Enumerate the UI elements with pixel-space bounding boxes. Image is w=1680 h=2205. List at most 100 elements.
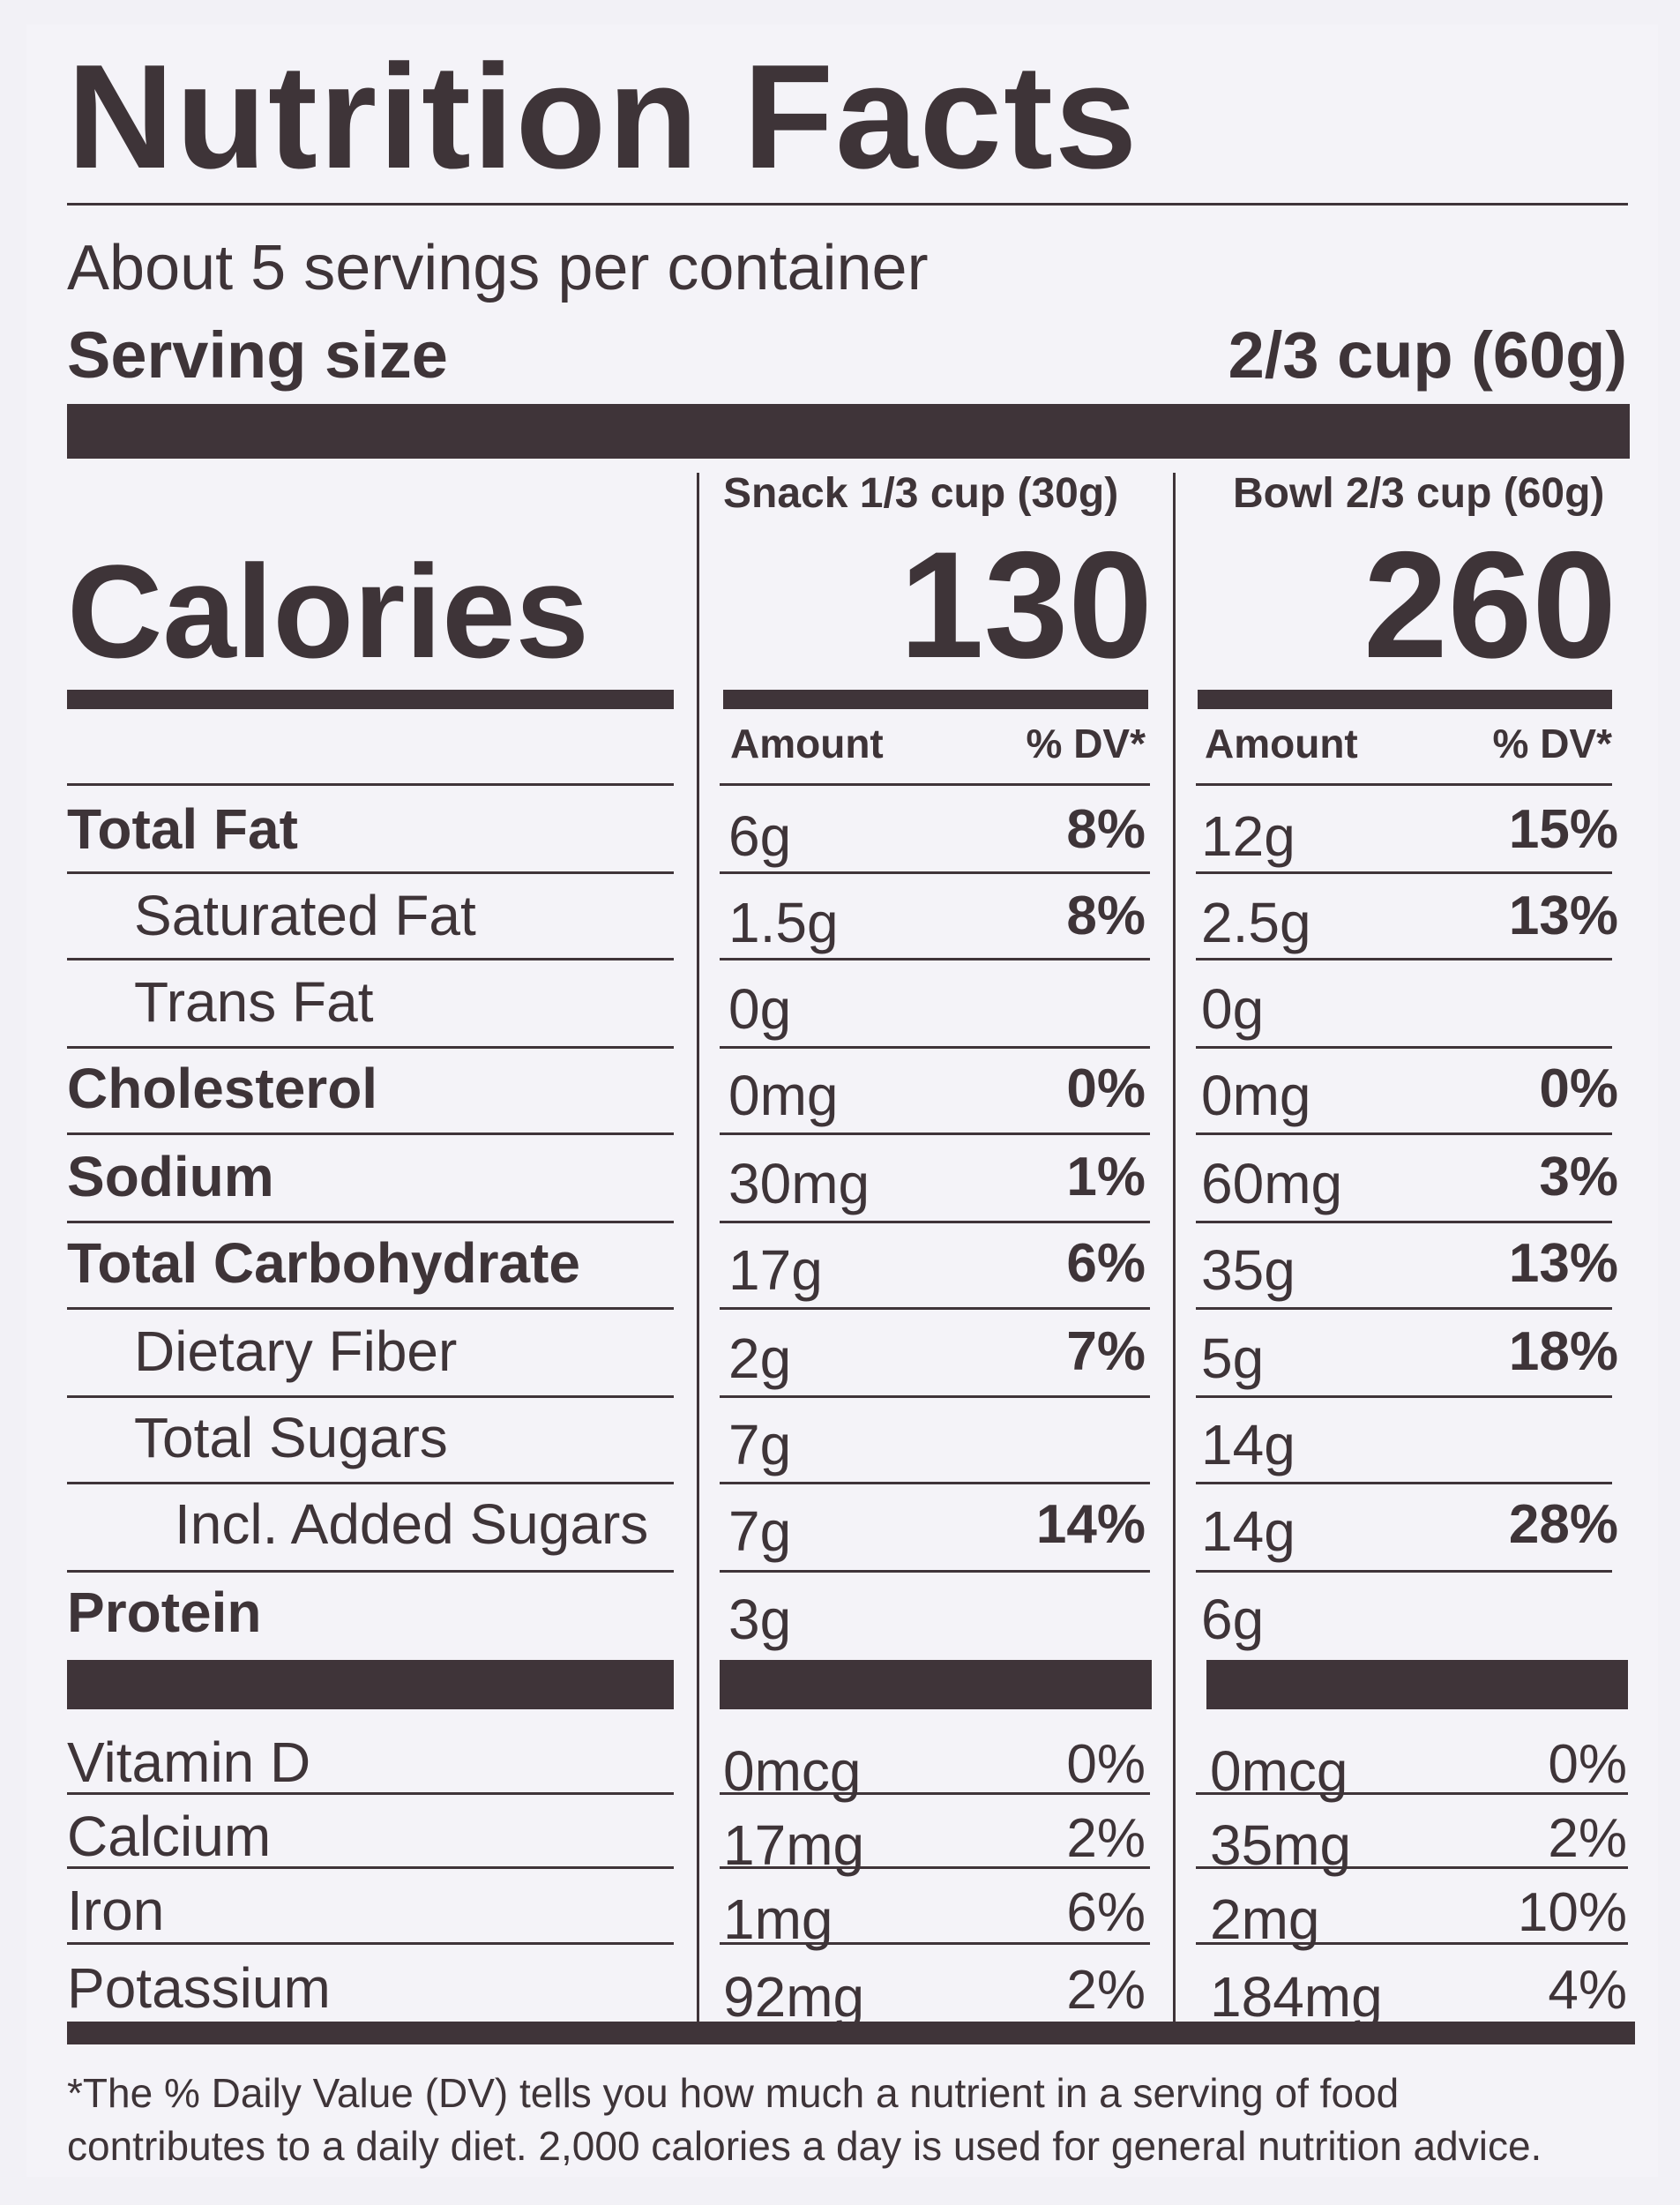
nutrient-name: Dietary Fiber <box>134 1319 458 1383</box>
snack-dv: 7% <box>1066 1321 1146 1382</box>
micro-row-rule <box>67 1792 674 1795</box>
thick-bar-micro-bowl <box>1206 1660 1628 1709</box>
row-rule <box>720 1132 1150 1135</box>
micronutrient-name: Vitamin D <box>67 1730 311 1794</box>
nutrient-name: Protein <box>67 1581 262 1644</box>
bowl-dv-header: % DV* <box>1492 721 1612 766</box>
bowl-amount: 0g <box>1201 977 1265 1041</box>
bowl-amount-header: Amount <box>1205 721 1358 766</box>
servings-per-container: About 5 servings per container <box>67 233 929 303</box>
snack-amount: 0mg <box>728 1064 839 1127</box>
snack-dv: 8% <box>1066 886 1146 946</box>
row-rule <box>67 1395 674 1398</box>
snack-dv-header: % DV* <box>1026 721 1146 766</box>
bowl-column-header: Bowl 2/3 cup (60g) <box>1233 470 1605 517</box>
row-rule <box>720 1307 1150 1310</box>
column-divider-left <box>697 473 699 2022</box>
snack-dv: 2% <box>1066 1808 1146 1869</box>
nutrient-name: Total Carbohydrate <box>67 1231 580 1295</box>
bowl-amount: 14g <box>1201 1499 1295 1563</box>
serving-size-label: Serving size <box>67 318 448 392</box>
calories-label: Calories <box>67 537 589 685</box>
calories-bar-label <box>67 690 674 709</box>
nutrient-name: Trans Fat <box>134 970 374 1034</box>
row-rule <box>67 1221 674 1223</box>
micro-row-rule <box>67 1942 674 1945</box>
snack-amount: 3g <box>728 1588 792 1651</box>
micro-row-rule <box>1196 1866 1628 1869</box>
row-rule <box>67 1482 674 1484</box>
thick-bar-top <box>67 404 1630 459</box>
bowl-amount: 35g <box>1201 1238 1295 1302</box>
nutrient-name: Incl. Added Sugars <box>175 1492 649 1556</box>
nutrient-name: Total Sugars <box>134 1406 448 1469</box>
bowl-amount: 184mg <box>1210 1965 1383 2029</box>
snack-amount: 1mg <box>723 1887 833 1951</box>
bowl-amount: 6g <box>1201 1588 1265 1651</box>
row-rule <box>1196 1046 1612 1049</box>
serving-size-value: 2/3 cup (60g) <box>1228 318 1627 392</box>
bowl-dv: 0% <box>1548 1734 1627 1795</box>
snack-dv: 0% <box>1066 1058 1146 1119</box>
row-rule <box>67 1132 674 1135</box>
row-rule <box>67 1307 674 1310</box>
micronutrient-name: Potassium <box>67 1956 331 2020</box>
bowl-amount: 5g <box>1201 1327 1265 1390</box>
snack-dv: 2% <box>1066 1960 1146 2021</box>
snack-dv: 1% <box>1066 1147 1146 1207</box>
micro-row-rule <box>1196 1792 1628 1795</box>
bowl-dv: 28% <box>1508 1494 1618 1555</box>
row-rule <box>67 1570 674 1573</box>
calories-bar-snack <box>723 690 1148 709</box>
bowl-amount: 0mg <box>1201 1064 1311 1127</box>
row-rule <box>1196 1570 1612 1573</box>
bowl-dv: 0% <box>1539 1058 1618 1119</box>
footnote-line-1: *The % Daily Value (DV) tells you how mu… <box>67 2070 1400 2116</box>
snack-calories: 130 <box>900 520 1153 690</box>
row-rule <box>720 783 1150 786</box>
bowl-amount: 60mg <box>1201 1152 1343 1215</box>
nutrient-name: Saturated Fat <box>134 884 476 947</box>
bowl-dv: 10% <box>1517 1882 1627 1943</box>
bowl-dv: 18% <box>1508 1321 1618 1382</box>
bowl-dv: 15% <box>1508 799 1618 860</box>
row-rule <box>1196 1482 1612 1484</box>
bowl-dv: 13% <box>1508 886 1618 946</box>
thick-bar-bottom <box>67 2022 1635 2044</box>
row-rule <box>67 1046 674 1049</box>
bowl-amount: 35mg <box>1210 1813 1352 1877</box>
row-rule <box>67 871 674 874</box>
micronutrient-name: Iron <box>67 1879 165 1942</box>
snack-dv: 6% <box>1066 1882 1146 1943</box>
calories-bar-bowl <box>1198 690 1612 709</box>
title-rule <box>67 203 1628 206</box>
snack-dv: 14% <box>1035 1494 1146 1555</box>
snack-amount: 2g <box>728 1327 792 1390</box>
nutrient-name: Sodium <box>67 1145 274 1208</box>
snack-amount: 6g <box>728 804 792 868</box>
snack-dv: 6% <box>1066 1233 1146 1294</box>
snack-amount-header: Amount <box>730 721 884 766</box>
row-rule <box>720 958 1150 960</box>
micro-row-rule <box>67 1866 674 1869</box>
snack-amount: 1.5g <box>728 891 839 954</box>
micro-row-rule <box>1196 1942 1628 1945</box>
label-title: Nutrition Facts <box>67 34 1139 199</box>
row-rule <box>720 1570 1150 1573</box>
micro-row-rule <box>720 1866 1150 1869</box>
snack-amount: 7g <box>728 1499 792 1563</box>
bowl-dv: 2% <box>1548 1808 1627 1869</box>
bowl-amount: 2.5g <box>1201 891 1311 954</box>
row-rule <box>1196 1395 1612 1398</box>
row-rule <box>1196 1307 1612 1310</box>
column-divider-right <box>1173 473 1176 2022</box>
row-rule <box>1196 1221 1612 1223</box>
bowl-dv: 4% <box>1548 1960 1627 2021</box>
row-rule <box>1196 783 1612 786</box>
snack-amount: 17g <box>728 1238 823 1302</box>
row-rule <box>720 1482 1150 1484</box>
snack-dv: 0% <box>1066 1734 1146 1795</box>
bowl-amount: 0mcg <box>1210 1739 1348 1803</box>
snack-amount: 30mg <box>728 1152 870 1215</box>
thick-bar-micro-label <box>67 1660 674 1709</box>
